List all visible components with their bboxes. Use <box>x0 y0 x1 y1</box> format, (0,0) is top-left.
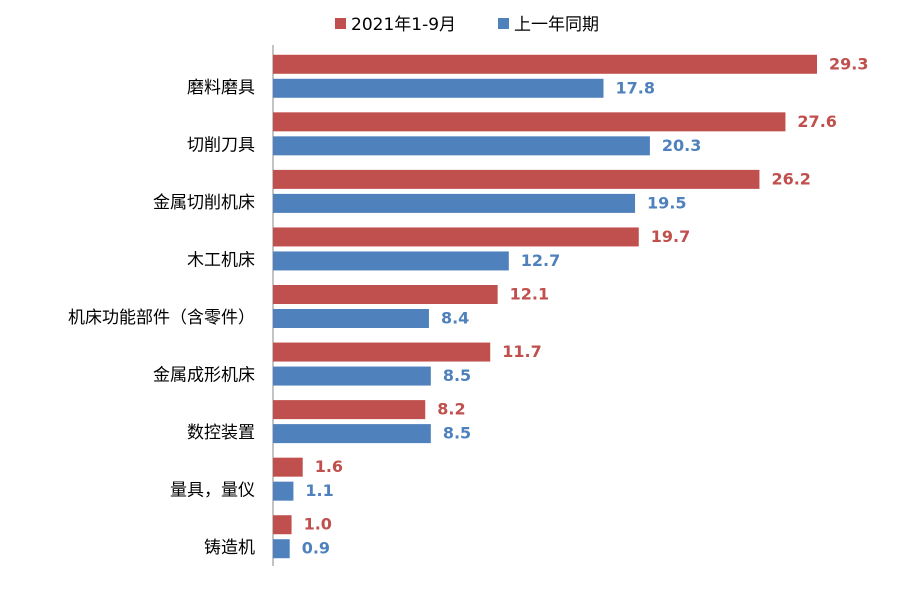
value-label: 29.3 <box>829 54 868 73</box>
legend-swatch <box>335 18 346 29</box>
value-label: 8.5 <box>443 424 471 443</box>
y-tick-label: 磨料磨具 <box>187 78 255 98</box>
bar <box>273 424 431 444</box>
y-tick-label: 金属切削机床 <box>153 193 255 213</box>
bar <box>273 342 491 362</box>
bar <box>273 539 290 559</box>
bar <box>273 227 639 247</box>
y-tick-label: 量具，量仪 <box>170 481 255 501</box>
value-label: 8.2 <box>437 400 465 419</box>
value-label: 8.5 <box>443 366 471 385</box>
legend-label: 2021年1-9月 <box>351 15 456 35</box>
bar <box>273 54 817 74</box>
bar <box>273 285 498 304</box>
y-tick-label: 木工机床 <box>187 250 255 270</box>
bar <box>273 515 292 535</box>
value-label: 19.5 <box>647 193 686 212</box>
value-label: 20.3 <box>662 136 701 155</box>
bar <box>273 112 786 132</box>
y-tick-label: 机床功能部件（含零件） <box>68 308 255 328</box>
bar <box>273 136 650 156</box>
y-tick-label: 切削刀具 <box>187 135 255 155</box>
value-label: 12.7 <box>521 251 560 270</box>
value-label: 1.0 <box>304 515 332 534</box>
value-label: 12.1 <box>510 285 549 304</box>
bar <box>273 169 760 189</box>
bar <box>273 400 426 420</box>
value-label: 27.6 <box>797 112 836 131</box>
value-label: 26.2 <box>771 169 810 188</box>
bar <box>273 193 636 213</box>
value-label: 17.8 <box>615 78 654 97</box>
value-label: 11.7 <box>502 342 541 361</box>
legend-label: 上一年同期 <box>514 15 599 35</box>
bar <box>273 481 294 501</box>
bar <box>273 78 604 98</box>
value-label: 19.7 <box>651 227 690 246</box>
y-tick-label: 金属成形机床 <box>153 366 255 386</box>
value-label: 1.6 <box>315 457 343 476</box>
bar <box>273 309 429 328</box>
value-label: 0.9 <box>302 539 330 558</box>
y-tick-label: 铸造机 <box>204 538 255 558</box>
legend-swatch <box>498 18 509 29</box>
bar <box>273 366 431 386</box>
bar <box>273 457 303 477</box>
value-label: 1.1 <box>305 481 333 500</box>
bar <box>273 251 509 271</box>
y-tick-label: 数控装置 <box>187 423 255 443</box>
value-label: 8.4 <box>441 309 469 328</box>
